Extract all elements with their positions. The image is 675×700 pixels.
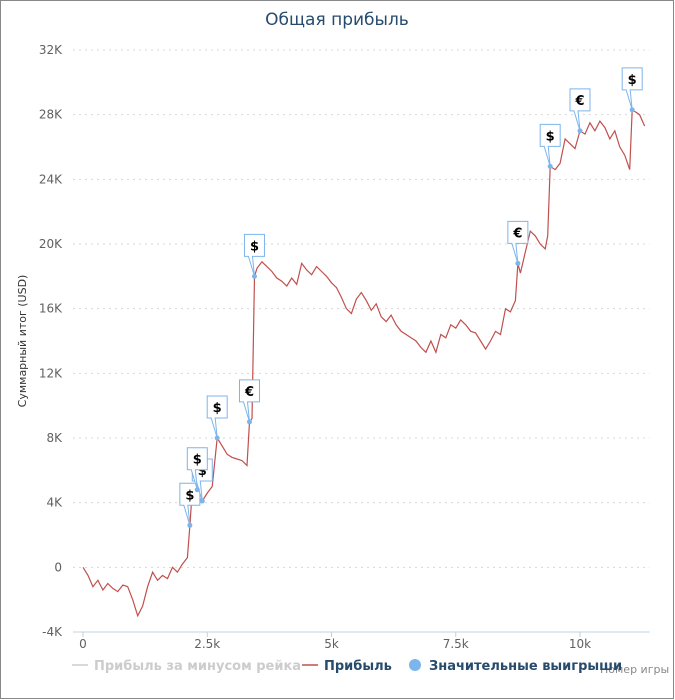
y-tick-label: 28K	[39, 108, 63, 122]
flag-label: €	[512, 226, 522, 241]
line-series	[82, 108, 646, 618]
flag	[243, 233, 265, 277]
x-tick-label: 0	[79, 637, 87, 651]
flag-label: $	[628, 73, 637, 88]
flag	[238, 379, 260, 422]
flag-label: $	[193, 453, 202, 468]
flag	[621, 67, 643, 110]
legend-symbol	[409, 659, 421, 671]
flag-label: $	[185, 488, 194, 503]
flag-label: €	[574, 94, 584, 109]
y-tick-label: -4K	[42, 625, 63, 639]
flag-label: $	[198, 464, 207, 479]
flag-label: €	[244, 385, 254, 400]
flag	[539, 123, 561, 167]
legend-item[interactable]: Значительные выигрыши	[409, 659, 622, 674]
legend-label: Прибыль за минусом рейка	[94, 659, 301, 674]
y-tick-label: 32K	[39, 43, 63, 57]
legend-label: Прибыль	[324, 659, 392, 674]
y-tick-label: 0	[54, 560, 62, 574]
x-axis-title: Номер игры	[600, 663, 669, 676]
y-tick-label: 4K	[46, 496, 63, 510]
x-tick-label: 2.5k	[194, 637, 220, 651]
flag-label: $	[213, 401, 222, 416]
y-tick-label: 8K	[46, 431, 63, 445]
chart-title: Общая прибыль	[265, 10, 409, 30]
x-tick-label: 10k	[569, 637, 591, 651]
legend-item[interactable]: Прибыль	[302, 659, 392, 674]
x-tick-label: 7.5k	[443, 637, 469, 651]
legend-item[interactable]: Прибыль за минусом рейка	[72, 659, 301, 674]
y-tick-label: 20K	[39, 237, 63, 251]
flag-label: $	[250, 239, 259, 254]
flag-label: $	[546, 129, 555, 144]
y-tick-label: 12K	[39, 366, 63, 380]
y-tick-label: 16K	[39, 302, 63, 316]
flag	[179, 482, 201, 526]
y-tick-label: 24K	[39, 172, 63, 186]
x-tick-label: 5k	[324, 637, 339, 651]
y-axis-title: Суммарный итог (USD)	[16, 275, 29, 408]
legend-label: Значительные выигрыши	[429, 659, 622, 674]
flag	[507, 220, 529, 264]
flag	[569, 88, 591, 131]
flag	[206, 395, 228, 439]
flag	[186, 447, 208, 490]
